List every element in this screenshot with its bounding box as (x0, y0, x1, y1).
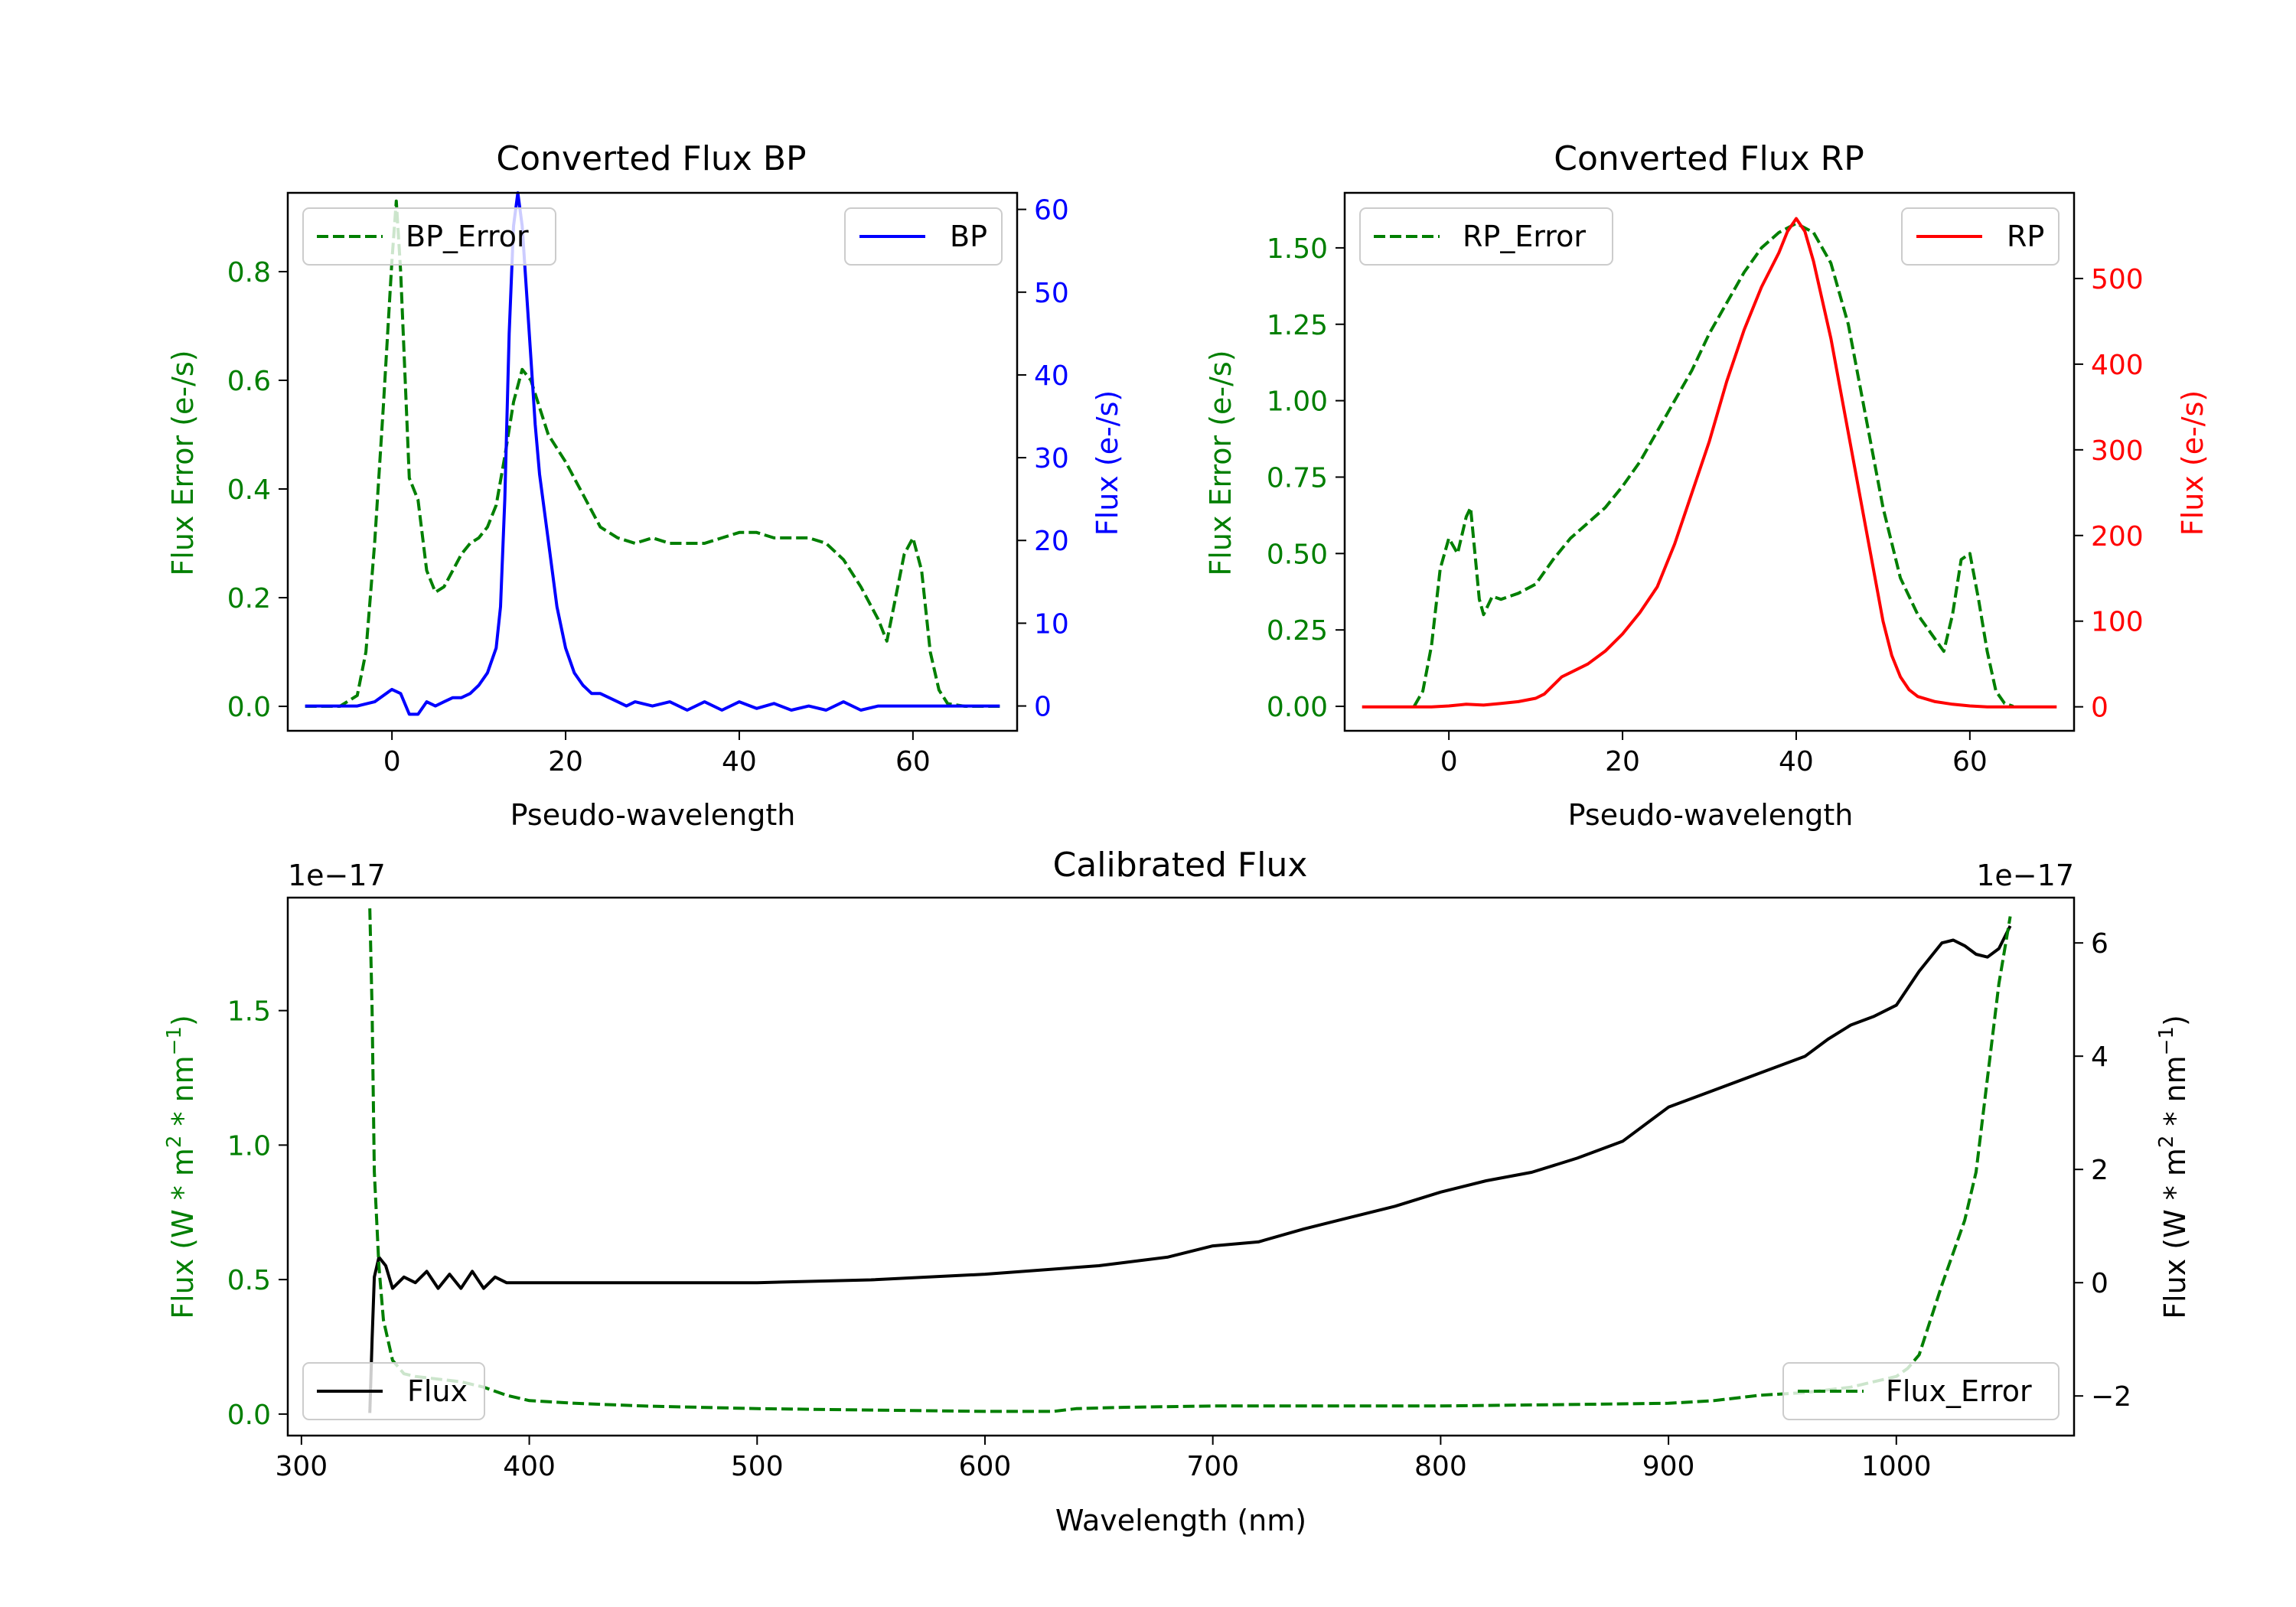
calibrated-panel: Calibrated Flux 300 400 500 600 700 800 900 100… (163, 846, 2192, 1537)
bp-xtick-label: 20 (548, 746, 583, 777)
rp-left-ytick-label: 1.00 (1267, 386, 1328, 418)
calibrated-right-ytick-label: 4 (2091, 1041, 2108, 1073)
calibrated-right-ylabel: Flux (W * m2 * nm−1) (2155, 1015, 2192, 1319)
calibrated-left-offset: 1e−17 (288, 859, 386, 892)
bp-xlabel: Pseudo-wavelength (510, 798, 796, 832)
rp-right-ytick-label: 300 (2091, 435, 2144, 467)
bp-panel: Converted Flux BP 0 20 40 60 0.0 0.2 0.4 0.6 0.… (166, 139, 1124, 832)
calibrated-xtick-label: 300 (276, 1451, 328, 1482)
bp-series-bp-error-line (305, 199, 1000, 708)
calibrated-xtick-label: 400 (503, 1451, 556, 1482)
calibrated-legend-right: Flux_Error (1782, 1362, 2060, 1420)
bp-right-ylabel: Flux (e-/s) (1091, 390, 1124, 536)
calibrated-xtick-label: 500 (731, 1451, 784, 1482)
rp-left-ytick-label: 0.00 (1267, 692, 1328, 723)
rp-right-ytick-label: 100 (2091, 607, 2144, 638)
calibrated-right-ytick-label: −2 (2091, 1381, 2131, 1413)
rp-series-rp-error-line (1413, 221, 2014, 708)
rp-error-legend-label: RP_Error (1463, 220, 1586, 253)
calibrated-xtick-label: 700 (1186, 1451, 1239, 1482)
calibrated-right-offset: 1e−17 (1976, 859, 2074, 892)
calibrated-xlabel: Wavelength (nm) (1055, 1504, 1306, 1537)
rp-right-ytick-label: 0 (2091, 693, 2108, 724)
bp-right-ytick-label: 0 (1034, 692, 1052, 723)
rp-right-ytick-label: 400 (2091, 350, 2144, 381)
bp-legend-label: BP (950, 220, 987, 253)
bp-left-ytick-label: 0.6 (227, 366, 271, 397)
rp-xtick-label: 60 (1952, 746, 1988, 777)
bp-left-ytick-label: 0.4 (227, 474, 271, 506)
bp-right-ytick-label: 40 (1034, 360, 1069, 392)
calibrated-legend-left: Flux (302, 1362, 485, 1420)
bp-xtick-label: 60 (895, 746, 931, 777)
bp-axes-frame (286, 191, 1019, 732)
rp-title: Converted Flux RP (1554, 139, 1864, 178)
rp-left-ytick-label: 1.50 (1267, 233, 1328, 265)
rp-legend-left: RP_Error (1359, 207, 1613, 266)
calibrated-axes-frame (286, 896, 2076, 1437)
rp-left-ytick-label: 1.25 (1267, 310, 1328, 341)
calibrated-xtick-label: 600 (959, 1451, 1012, 1482)
calibrated-left-ytick-label: 1.5 (227, 996, 271, 1028)
calibrated-series-flux-line (368, 925, 2012, 1413)
bp-right-ytick-label: 20 (1034, 526, 1069, 557)
calibrated-left-ylabel: Flux (W * m2 * nm−1) (163, 1015, 200, 1319)
bp-left-ytick-label: 0.0 (227, 692, 271, 723)
bp-right-ytick-label: 50 (1034, 278, 1069, 309)
rp-series-rp-line (1362, 217, 2057, 709)
rp-xtick-label: 20 (1605, 746, 1640, 777)
bp-left-ylabel: Flux Error (e-/s) (166, 350, 200, 575)
rp-legend-label: RP (2007, 220, 2044, 253)
calibrated-xtick-label: 800 (1414, 1451, 1467, 1482)
rp-legend-right: RP (1901, 207, 2060, 266)
rp-panel: Converted Flux RP 0 20 40 60 0.00 0.25 0.50 0.… (1204, 139, 2210, 832)
rp-right-ytick-label: 200 (2091, 521, 2144, 553)
calibrated-series-flux-error-line (368, 908, 2012, 1413)
rp-left-ytick-label: 0.50 (1267, 539, 1328, 570)
bp-left-ytick-label: 0.8 (227, 257, 271, 288)
bp-xtick-label: 40 (722, 746, 757, 777)
rp-right-ytick-label: 500 (2091, 264, 2144, 295)
calibrated-xtick-label: 900 (1642, 1451, 1695, 1482)
flux-legend-label: Flux (407, 1374, 468, 1408)
bp-title: Converted Flux BP (496, 139, 806, 178)
rp-xtick-label: 0 (1440, 746, 1458, 777)
bp-legend-left: BP_Error (302, 207, 556, 266)
calibrated-right-ytick-label: 6 (2091, 928, 2108, 960)
bp-right-ytick-label: 60 (1034, 195, 1069, 227)
calibrated-xtick-label: 1000 (1861, 1451, 1932, 1482)
calibrated-right-ytick-label: 2 (2091, 1155, 2108, 1186)
bp-error-legend-label: BP_Error (406, 220, 529, 253)
bp-left-ytick-label: 0.2 (227, 583, 271, 614)
rp-right-ylabel: Flux (e-/s) (2176, 390, 2210, 536)
flux-error-legend-label: Flux_Error (1886, 1374, 2032, 1408)
bp-xtick-label: 0 (383, 746, 401, 777)
bp-right-ytick-label: 30 (1034, 443, 1069, 474)
rp-left-ylabel: Flux Error (e-/s) (1204, 350, 1238, 575)
calibrated-left-ytick-label: 0.5 (227, 1265, 271, 1296)
calibrated-left-ytick-label: 1.0 (227, 1130, 271, 1162)
calibrated-title: Calibrated Flux (1053, 846, 1308, 885)
rp-left-ytick-label: 0.75 (1267, 462, 1328, 494)
calibrated-right-ytick-label: 0 (2091, 1268, 2108, 1299)
calibrated-left-ytick-label: 0.0 (227, 1400, 271, 1431)
bp-series-bp-line (305, 191, 1000, 716)
rp-xtick-label: 40 (1779, 746, 1814, 777)
rp-axes-frame (1343, 191, 2076, 732)
rp-left-ytick-label: 0.25 (1267, 615, 1328, 647)
bp-right-ytick-label: 10 (1034, 608, 1069, 640)
bp-legend-right: BP (844, 207, 1003, 266)
rp-xlabel: Pseudo-wavelength (1568, 798, 1854, 832)
